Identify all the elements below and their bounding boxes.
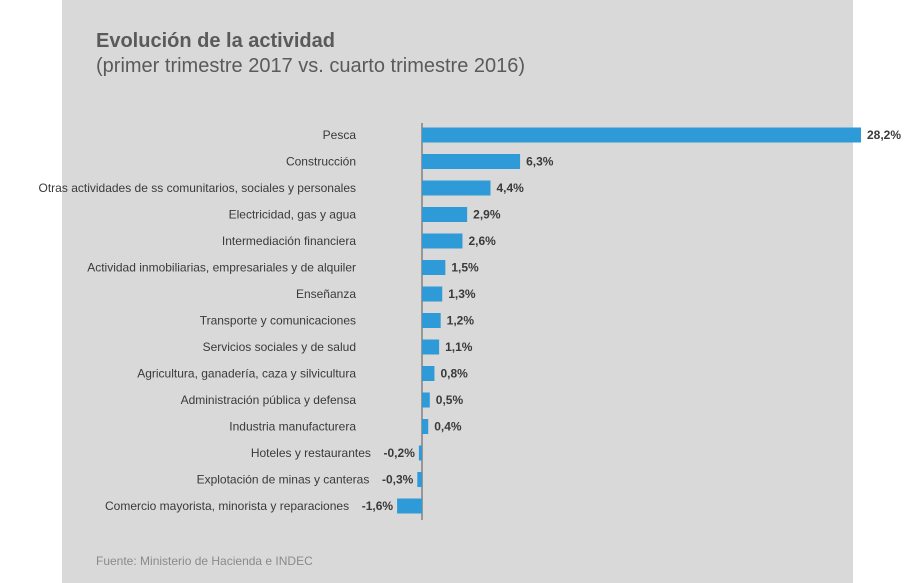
value-label-8: 1,1% [445, 340, 473, 354]
chart-background-panel [62, 0, 853, 583]
category-label-0: Pesca [323, 128, 357, 142]
bar-12 [418, 445, 422, 461]
category-label-11: Industria manufacturera [229, 420, 356, 434]
category-label-13: Explotación de minas y canteras [197, 473, 370, 487]
value-label-9: 0,8% [440, 367, 468, 381]
bar-3 [422, 207, 468, 222]
bar-0 [422, 127, 861, 143]
value-label-3: 2,9% [473, 208, 501, 222]
chart-title: Evolución de la actividad [96, 30, 335, 52]
value-label-11: 0,4% [434, 420, 462, 434]
category-label-14: Comercio mayorista, minorista y reparaci… [105, 499, 349, 513]
bar-2 [422, 180, 491, 196]
chart-source-note: Fuente: Ministerio de Hacienda e INDEC [96, 554, 313, 568]
value-label-7: 1,2% [447, 314, 475, 328]
category-label-1: Construcción [286, 155, 356, 169]
value-label-4: 2,6% [468, 234, 496, 248]
category-label-12: Hoteles y restaurantes [251, 446, 371, 460]
value-label-5: 1,5% [451, 261, 479, 275]
category-label-5: Actividad inmobiliarias, empresariales y… [87, 261, 356, 275]
category-label-10: Administración pública y defensa [181, 393, 357, 407]
bar-11 [422, 419, 429, 434]
category-label-2: Otras actividades de ss comunitarios, so… [39, 181, 356, 195]
bar-9 [422, 366, 435, 381]
value-label-0: 28,2% [867, 128, 901, 142]
bar-10 [422, 392, 430, 408]
bar-14 [397, 498, 422, 514]
category-label-6: Enseñanza [296, 287, 356, 301]
bar-8 [422, 339, 440, 355]
value-label-12: -0,2% [384, 446, 416, 460]
category-label-9: Agricultura, ganadería, caza y silvicult… [137, 367, 356, 381]
bar-5 [422, 260, 446, 275]
chart-subtitle: (primer trimestre 2017 vs. cuarto trimes… [96, 55, 526, 77]
value-label-13: -0,3% [382, 473, 414, 487]
bar-7 [422, 313, 441, 328]
category-label-4: Intermediación financiera [222, 234, 356, 248]
value-label-2: 4,4% [496, 181, 524, 195]
category-label-3: Electricidad, gas y agua [229, 208, 357, 222]
bar-13 [417, 472, 422, 487]
value-label-6: 1,3% [448, 287, 476, 301]
bar-1 [422, 154, 521, 169]
value-label-10: 0,5% [436, 393, 464, 407]
bar-6 [422, 286, 443, 302]
category-label-7: Transporte y comunicaciones [200, 314, 356, 328]
bar-4 [422, 233, 463, 249]
value-label-1: 6,3% [526, 155, 554, 169]
value-label-14: -1,6% [362, 499, 394, 513]
category-label-8: Servicios sociales y de salud [203, 340, 356, 354]
